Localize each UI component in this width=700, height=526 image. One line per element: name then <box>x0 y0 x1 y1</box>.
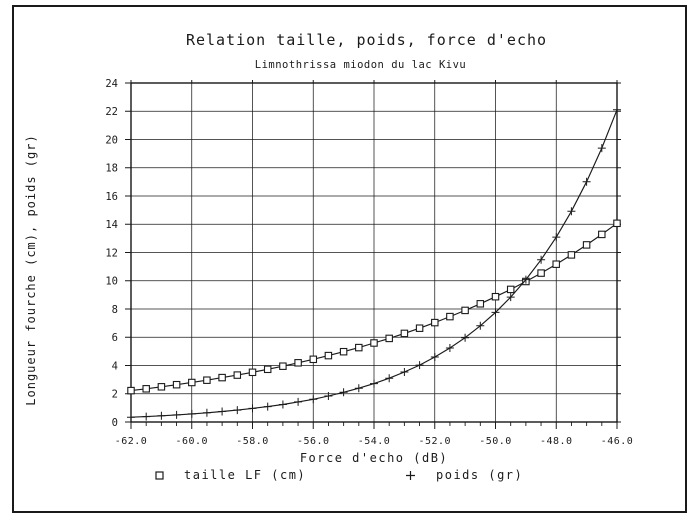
square-marker-icon <box>155 470 164 480</box>
legend-label-poids: poids (gr) <box>436 468 524 482</box>
svg-text:16: 16 <box>105 191 118 203</box>
svg-text:10: 10 <box>105 276 118 288</box>
svg-text:-50.0: -50.0 <box>479 436 512 447</box>
svg-text:0: 0 <box>112 417 118 429</box>
chart-title: Relation taille, poids, force d'echo <box>185 31 548 49</box>
plus-marker-icon <box>406 470 415 480</box>
svg-text:-60.0: -60.0 <box>175 436 208 447</box>
legend-label-taille: taille LF (cm) <box>184 468 307 482</box>
legend-item-poids: poids (gr) <box>405 468 523 482</box>
svg-text:-52.0: -52.0 <box>418 436 451 447</box>
svg-text:14: 14 <box>105 219 118 231</box>
plot-border <box>130 82 618 423</box>
svg-text:18: 18 <box>105 163 118 175</box>
x-tick-labels: -62.0 -60.0 -58.0 -56.0 -54.0 -52.0 -50.0 -48.0… <box>115 436 634 447</box>
svg-text:4: 4 <box>112 360 118 372</box>
legend-item-taille: taille LF (cm) <box>155 468 306 482</box>
svg-text:-46.0: -46.0 <box>601 436 634 447</box>
svg-text:20: 20 <box>105 134 118 146</box>
svg-text:-48.0: -48.0 <box>540 436 573 447</box>
chart-subtitle: Limnothrissa miodon du lac Kivu <box>254 59 467 71</box>
svg-text:6: 6 <box>112 332 118 344</box>
y-axis-label: Longueur fourche (cm), poids (gr) <box>24 134 38 406</box>
svg-text:24: 24 <box>105 78 118 90</box>
series-poids <box>127 105 621 422</box>
svg-text:-58.0: -58.0 <box>236 436 269 447</box>
series-taille <box>127 219 621 395</box>
svg-text:12: 12 <box>105 247 118 259</box>
svg-text:-62.0: -62.0 <box>115 436 148 447</box>
svg-text:8: 8 <box>112 304 118 316</box>
svg-text:-56.0: -56.0 <box>297 436 330 447</box>
svg-text:22: 22 <box>105 106 118 118</box>
svg-text:-54.0: -54.0 <box>358 436 391 447</box>
grid-lines <box>125 80 621 429</box>
svg-text:2: 2 <box>112 389 118 401</box>
x-axis-label: Force d'echo (dB) <box>299 451 449 465</box>
